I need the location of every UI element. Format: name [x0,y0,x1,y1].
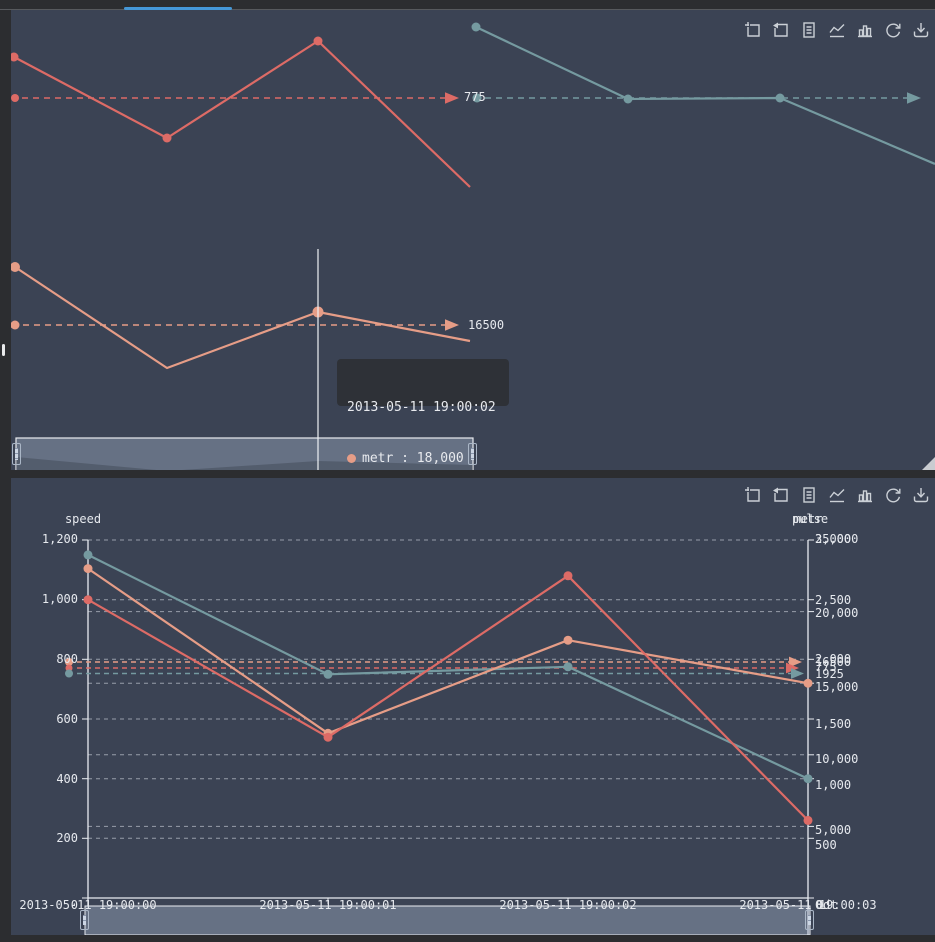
metr-series-line[interactable] [83,564,813,738]
metr-series-dot-icon [347,454,356,463]
top-datazoom-handle-left[interactable] [12,443,21,465]
right-axis-metr-name: metr [793,512,823,526]
left-axis-name: speed [64,512,102,526]
speed-series-line[interactable] [83,550,813,784]
bottom-chart-panel: speed metr pulse 1,200 1,000 800 600 400… [11,478,935,935]
bar-chart-switch-icon[interactable] [856,486,874,504]
datazoom-reset-icon[interactable] [772,21,790,39]
line-chart-switch-icon[interactable] [828,21,846,39]
metr-markline-label: 16500 [815,655,852,669]
speed-series-line[interactable] [471,22,935,166]
bottom-chart-canvas [65,539,814,935]
left-axis-tick: 0 [70,898,78,912]
pulse-markline-label: 1925 [815,667,844,681]
pulse-axis-tick: 500 [815,838,837,852]
x-axis-name: dt [823,898,838,912]
metr-axis-tick: 10,000 [815,752,859,766]
data-view-icon[interactable] [800,21,818,39]
left-axis-tick: 1,000 [41,592,78,606]
restore-icon[interactable] [884,21,902,39]
x-axis-label: 2013-05-11 19:00:00 [19,898,157,912]
datazoom-reset-icon[interactable] [772,486,790,504]
bar-chart-switch-icon[interactable] [856,21,874,39]
pulse-series-line[interactable] [83,571,813,825]
panel-resize-grip[interactable] [922,457,935,470]
save-as-image-icon[interactable] [912,21,930,39]
speed-markline [65,668,804,679]
metr-axis-tick: 15,000 [815,680,859,694]
metr-axis-tick: 0 [815,898,823,912]
metr-axis-tick: 20,000 [815,606,859,620]
datazoom-select-icon[interactable] [744,486,762,504]
pulse-axis-tick: 2,000 [815,652,852,666]
metr-markline-label: 16500 [468,318,505,332]
grid-lines [88,539,808,839]
left-axis-tick: 600 [56,712,78,726]
x-axis-label: 2013-05-11 19:00:01 [259,898,397,912]
top-scrollbar-thumb[interactable] [124,7,232,10]
left-axis-tick: 400 [56,772,78,786]
bottom-datazoom-slider[interactable] [84,905,811,935]
pulse-axis-tick: 1,500 [815,717,852,731]
metr-axis-tick: 5,000 [815,823,852,837]
left-axis-tick: 200 [56,831,78,845]
left-axis-tick: 1,200 [41,532,78,546]
toolbox-bottom-panel [744,486,930,504]
pulse-axis-tick: 3,000 [815,532,852,546]
top-datazoom-handle-right[interactable] [468,443,477,465]
pulse-axis-tick: 1,000 [815,778,852,792]
top-datazoom-slider[interactable] [15,437,474,470]
right-axis-pulse-name: pulse [791,512,829,526]
pulse-series-line[interactable] [11,36,471,188]
speed-markline-label: 775 [464,90,486,104]
restore-icon[interactable] [884,486,902,504]
pulse-axis-tick: 2,500 [815,593,852,607]
metr-markline [11,319,459,331]
tooltip-title: 2013-05-11 19:00:02 [347,400,496,415]
top-scrollbar-track [0,9,935,10]
axis-tick-marks [82,539,814,904]
metr-axis-tick: 25,000 [815,532,859,546]
metr-series-line[interactable] [11,262,471,370]
left-scrollbar-thumb[interactable] [2,344,5,356]
toolbox-top-panel [744,21,930,39]
top-chart-panel: 775 16500 2013-05-11 19:00:02 metr : 18,… [11,10,935,470]
x-axis-label: 2013-05-11 19:00:03 [739,898,877,912]
chart-tooltip: 2013-05-11 19:00:02 metr : 18,000 [337,359,509,466]
pulse-axis-tick: 0 [816,898,824,912]
speed-markline-label: 775 [815,660,837,674]
bottom-datazoom-handle-right[interactable] [805,910,814,930]
save-as-image-icon[interactable] [912,486,930,504]
datazoom-select-icon[interactable] [744,21,762,39]
bottom-datazoom-handle-left[interactable] [80,910,89,930]
line-chart-switch-icon[interactable] [828,486,846,504]
left-axis-tick: 800 [56,652,78,666]
x-axis-label: 2013-05-11 19:00:02 [499,898,637,912]
data-view-icon[interactable] [800,486,818,504]
tooltip-series-value: metr : 18,000 [362,451,464,466]
top-chart-canvas [11,22,935,470]
